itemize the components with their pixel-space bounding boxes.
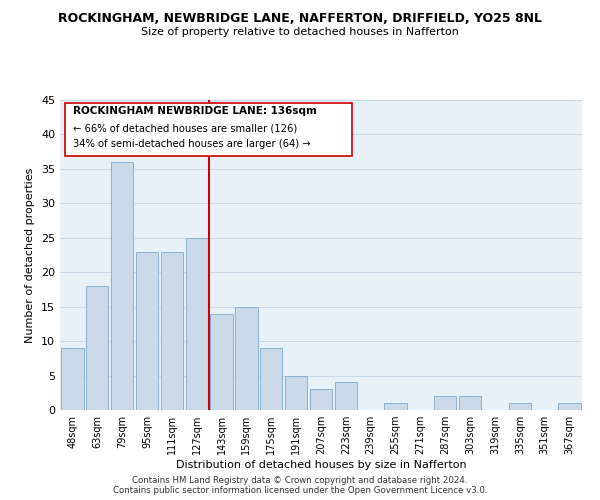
Text: ROCKINGHAM NEWBRIDGE LANE: 136sqm: ROCKINGHAM NEWBRIDGE LANE: 136sqm — [73, 106, 317, 116]
Bar — [310, 390, 332, 410]
Bar — [86, 286, 109, 410]
FancyBboxPatch shape — [65, 103, 352, 156]
Text: Size of property relative to detached houses in Nafferton: Size of property relative to detached ho… — [141, 27, 459, 37]
X-axis label: Distribution of detached houses by size in Nafferton: Distribution of detached houses by size … — [176, 460, 466, 470]
Text: ← 66% of detached houses are smaller (126): ← 66% of detached houses are smaller (12… — [73, 123, 298, 133]
Y-axis label: Number of detached properties: Number of detached properties — [25, 168, 35, 342]
Bar — [509, 403, 531, 410]
Bar — [111, 162, 133, 410]
Bar — [161, 252, 183, 410]
Bar — [385, 403, 407, 410]
Text: Contains HM Land Registry data © Crown copyright and database right 2024.: Contains HM Land Registry data © Crown c… — [132, 476, 468, 485]
Bar — [459, 396, 481, 410]
Bar — [434, 396, 457, 410]
Bar — [335, 382, 357, 410]
Bar — [185, 238, 208, 410]
Text: ROCKINGHAM, NEWBRIDGE LANE, NAFFERTON, DRIFFIELD, YO25 8NL: ROCKINGHAM, NEWBRIDGE LANE, NAFFERTON, D… — [58, 12, 542, 26]
Text: Contains public sector information licensed under the Open Government Licence v3: Contains public sector information licen… — [113, 486, 487, 495]
Bar — [61, 348, 83, 410]
Text: 34% of semi-detached houses are larger (64) →: 34% of semi-detached houses are larger (… — [73, 138, 311, 149]
Bar — [559, 403, 581, 410]
Bar — [136, 252, 158, 410]
Bar — [235, 306, 257, 410]
Bar — [285, 376, 307, 410]
Bar — [260, 348, 283, 410]
Bar — [211, 314, 233, 410]
